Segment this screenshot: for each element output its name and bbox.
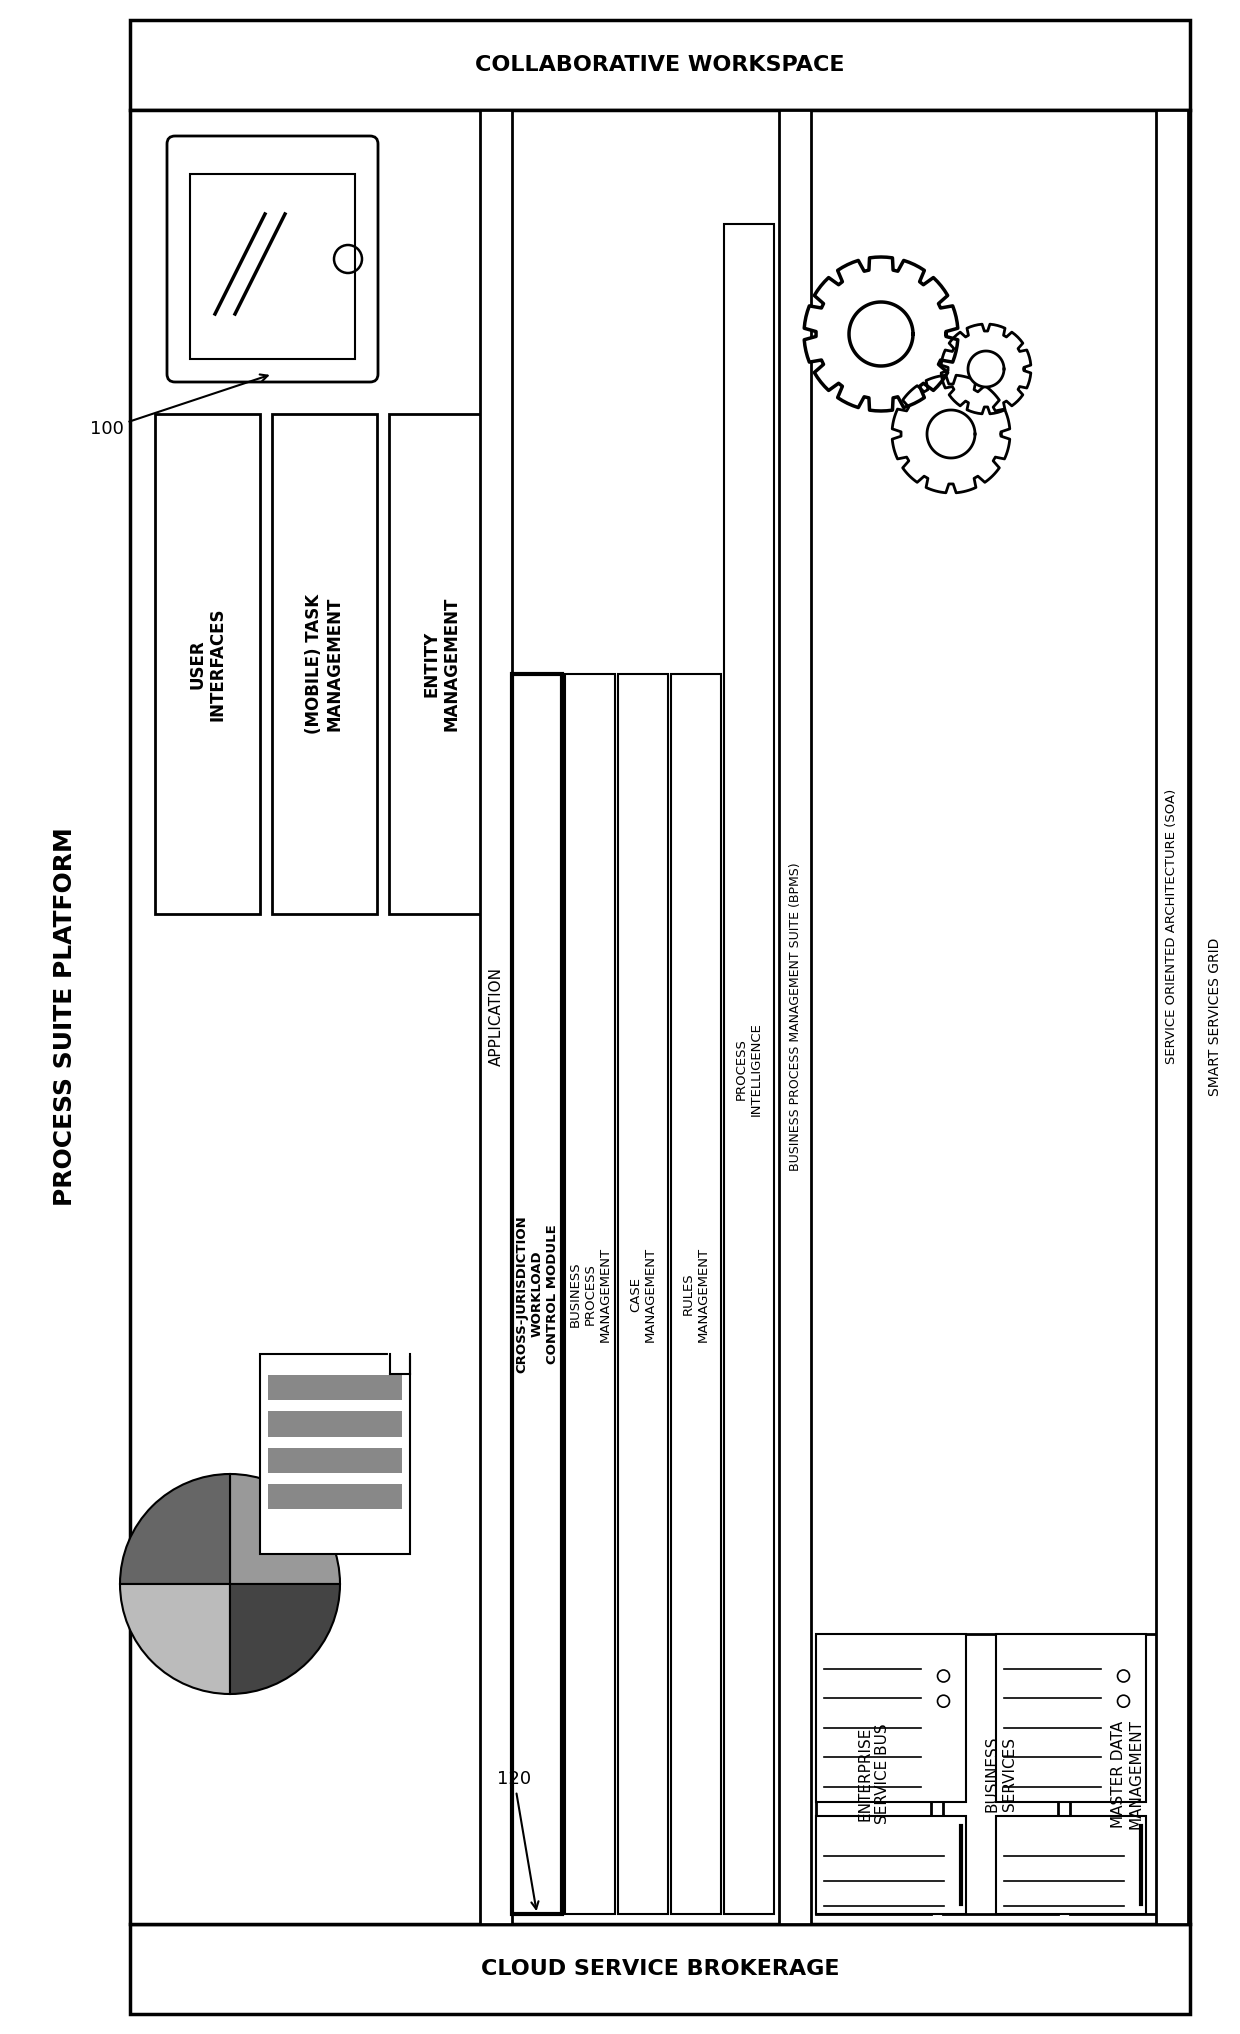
Bar: [996, 1816, 1146, 1914]
Bar: [1156, 110, 1188, 1924]
Wedge shape: [229, 1584, 340, 1694]
Bar: [155, 415, 260, 913]
Wedge shape: [229, 1475, 340, 1584]
Text: APPLICATION: APPLICATION: [489, 968, 503, 1066]
Bar: [1070, 1633, 1185, 1914]
Text: 120: 120: [497, 1770, 538, 1910]
Text: SMART SERVICES GRID: SMART SERVICES GRID: [1208, 938, 1221, 1096]
Bar: [724, 224, 774, 1914]
Text: ENTITY
MANAGEMENT: ENTITY MANAGEMENT: [422, 596, 461, 730]
Bar: [779, 110, 811, 1924]
Bar: [260, 1355, 410, 1554]
Polygon shape: [968, 352, 1004, 386]
Text: CASE
MANAGEMENT: CASE MANAGEMENT: [629, 1247, 657, 1342]
Text: (MOBILE) TASK
MANAGEMENT: (MOBILE) TASK MANAGEMENT: [305, 594, 343, 734]
Bar: [996, 1633, 1146, 1802]
Bar: [130, 20, 1190, 110]
Text: CROSS-JURISDICTION
WORKLOAD
CONTROL MODULE: CROSS-JURISDICTION WORKLOAD CONTROL MODU…: [516, 1214, 558, 1373]
Text: MASTER DATA
MANAGEMENT: MASTER DATA MANAGEMENT: [1111, 1719, 1143, 1829]
Text: RULES
MANAGEMENT: RULES MANAGEMENT: [682, 1247, 711, 1342]
Polygon shape: [893, 374, 1009, 492]
Polygon shape: [849, 301, 913, 366]
Bar: [130, 1924, 1190, 2014]
Text: USER
INTERFACES: USER INTERFACES: [188, 608, 227, 720]
Text: BUSINESS
SERVICES: BUSINESS SERVICES: [985, 1735, 1017, 1812]
Text: 100: 100: [91, 374, 268, 437]
Bar: [389, 415, 494, 913]
Bar: [942, 1633, 1058, 1914]
Bar: [512, 673, 562, 1914]
Bar: [480, 110, 512, 1924]
Polygon shape: [928, 411, 975, 458]
Bar: [272, 415, 377, 913]
Text: SERVICE ORIENTED ARCHITECTURE (SOA): SERVICE ORIENTED ARCHITECTURE (SOA): [1166, 789, 1178, 1064]
Text: ENTERPRISE
SERVICE BUS: ENTERPRISE SERVICE BUS: [857, 1723, 890, 1824]
Bar: [816, 1633, 966, 1802]
Wedge shape: [120, 1475, 229, 1584]
Bar: [268, 1448, 402, 1473]
Bar: [190, 175, 355, 358]
Bar: [618, 673, 668, 1914]
Wedge shape: [120, 1584, 229, 1694]
Bar: [816, 1633, 931, 1914]
Polygon shape: [805, 256, 957, 411]
FancyBboxPatch shape: [167, 136, 378, 382]
Bar: [565, 673, 615, 1914]
Bar: [268, 1412, 402, 1436]
Bar: [130, 110, 1190, 1924]
Text: CLOUD SERVICE BROKERAGE: CLOUD SERVICE BROKERAGE: [481, 1959, 839, 1979]
Text: BUSINESS
PROCESS
MANAGEMENT: BUSINESS PROCESS MANAGEMENT: [568, 1247, 611, 1342]
Text: PROCESS SUITE PLATFORM: PROCESS SUITE PLATFORM: [53, 828, 77, 1206]
Bar: [268, 1375, 402, 1399]
Text: PROCESS
INTELLIGENCE: PROCESS INTELLIGENCE: [735, 1021, 763, 1117]
Bar: [268, 1485, 402, 1509]
Bar: [671, 673, 720, 1914]
Text: COLLABORATIVE WORKSPACE: COLLABORATIVE WORKSPACE: [475, 55, 844, 75]
Polygon shape: [941, 323, 1030, 413]
Bar: [816, 1816, 966, 1914]
Text: BUSINESS PROCESS MANAGEMENT SUITE (BPMS): BUSINESS PROCESS MANAGEMENT SUITE (BPMS): [789, 862, 801, 1172]
